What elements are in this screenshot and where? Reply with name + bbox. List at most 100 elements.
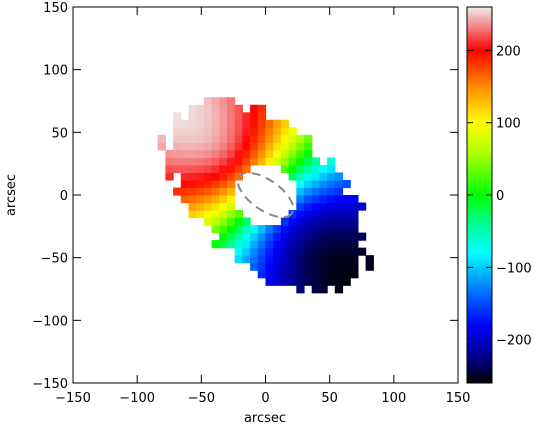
velocity-pixel [211,149,220,158]
velocity-pixel [219,217,228,226]
velocity-pixel [250,127,259,136]
velocity-pixel [288,172,297,181]
velocity-pixel [273,225,282,234]
velocity-pixel [288,210,297,219]
velocity-pixel [188,119,197,128]
velocity-pixel [265,149,274,158]
velocity-pixel [257,270,267,279]
velocity-pixel [234,164,243,174]
velocity-pixel [250,142,259,151]
velocity-pixel [234,149,243,158]
velocity-pixel [327,164,336,174]
velocity-pixel [280,149,290,158]
velocity-pixel [227,104,236,113]
velocity-pixel [288,270,297,279]
velocity-pixel [311,277,320,286]
velocity-pixel [327,157,336,166]
velocity-pixel [257,149,267,158]
velocity-pixel [342,247,351,256]
velocity-pixel [327,247,336,256]
velocity-pixel [311,164,320,174]
velocity-pixel [219,187,228,196]
velocity-pixel [257,134,267,143]
velocity-pixel [227,187,236,196]
velocity-pixel [327,217,336,226]
velocity-pixel [211,142,220,151]
velocity-pixel [273,270,282,279]
velocity-pixel [196,134,205,143]
velocity-pixel [342,277,351,286]
velocity-pixel [350,195,359,204]
velocity-pixel [304,240,313,249]
velocity-pixel [227,127,236,136]
velocity-pixel [265,142,274,151]
velocity-pixel [342,255,351,264]
velocity-pixel [273,247,282,256]
velocity-pixel [288,247,297,256]
velocity-pixel [319,240,328,249]
velocity-pixel [219,134,228,143]
velocity-pixel [188,142,197,151]
velocity-pixel [265,134,274,143]
velocity-pixel [304,217,313,226]
velocity-pixel [165,172,174,181]
velocity-pixel [327,262,336,271]
velocity-pixel [319,179,328,189]
velocity-pixel [296,277,305,286]
velocity-pixel [227,134,236,143]
x-tick-label: −100 [119,391,155,406]
velocity-pixel [265,225,274,234]
velocity-pixel [250,232,259,241]
velocity-pixel [250,247,259,256]
velocity-pixel [304,255,313,264]
velocity-pixel [273,157,282,166]
velocity-pixel [188,134,197,143]
velocity-pixel [250,157,259,166]
velocity-pixel [327,277,336,286]
velocity-pixel [180,164,190,174]
velocity-pixel [219,232,228,241]
velocity-heatmap [157,97,374,294]
velocity-pixel [319,255,328,264]
velocity-pixel [334,195,344,204]
velocity-pixel [265,247,274,256]
velocity-pixel [257,262,267,271]
velocity-pixel [288,262,297,271]
velocity-pixel [319,262,328,271]
velocity-pixel [242,247,251,256]
velocity-pixel [242,240,251,249]
velocity-pixel [219,97,228,106]
velocity-pixel [188,210,197,219]
velocity-pixel [180,127,190,136]
velocity-pixel [319,195,328,204]
velocity-pixel [296,217,305,226]
velocity-pixel [211,119,220,128]
velocity-pixel [257,240,267,249]
velocity-pixel [196,157,205,166]
velocity-pixel [188,127,197,136]
velocity-pixel [296,149,305,158]
velocity-pixel [211,210,220,219]
velocity-pixel [311,217,320,226]
velocity-pixel [350,225,359,234]
velocity-pixel [257,112,267,121]
velocity-pixel [304,270,313,279]
velocity-pixel [319,172,328,181]
velocity-pixel [234,142,243,151]
velocity-pixel [265,157,274,166]
velocity-pixel [242,112,251,121]
velocity-pixel [311,210,320,219]
velocity-pixel [188,164,197,174]
velocity-pixel [173,134,182,143]
x-tick-label: 0 [261,391,269,406]
velocity-pixel [203,195,213,204]
velocity-pixel [296,225,305,234]
velocity-pixel [319,285,328,294]
x-tick-label: −150 [55,391,91,406]
velocity-pixel [227,149,236,158]
velocity-pixel [227,232,236,241]
velocity-pixel [311,240,320,249]
velocity-pixel [250,134,259,143]
velocity-pixel [227,164,236,174]
velocity-pixel [219,127,228,136]
